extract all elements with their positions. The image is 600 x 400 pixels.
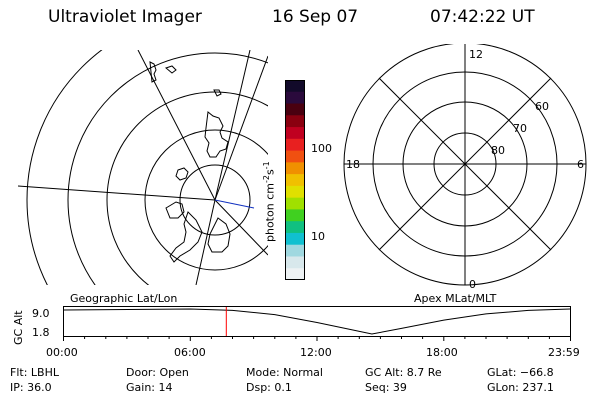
coastline xyxy=(175,167,189,181)
mode-info: Mode: Normal xyxy=(246,366,323,379)
coastline xyxy=(169,211,203,263)
timeline-ytick-1-8: 1.8 xyxy=(32,326,50,339)
coastline xyxy=(165,201,185,219)
color-band xyxy=(285,221,305,234)
timeline-xtick-1200: 12:00 xyxy=(300,346,332,359)
timeline-frame xyxy=(63,306,571,337)
door-info: Door: Open xyxy=(126,366,189,379)
color-band xyxy=(285,115,305,128)
meridian-line xyxy=(214,50,251,201)
coastline xyxy=(164,65,177,74)
timeline-ytick-9: 9.0 xyxy=(32,307,50,320)
look-direction-line xyxy=(214,199,255,209)
timeline-xtick-0000: 00:00 xyxy=(46,346,78,359)
mlt-label-18: 18 xyxy=(346,158,360,171)
timeline-axis-label: GC Alt xyxy=(12,310,25,345)
color-band xyxy=(285,91,305,105)
geographic-map xyxy=(18,50,268,285)
gc-altitude-info: GC Alt: 8.7 Re xyxy=(365,366,442,379)
color-band xyxy=(285,209,305,222)
latitude-circle xyxy=(26,50,103,285)
mlt-label-0: 0 xyxy=(469,278,476,291)
meridian-line xyxy=(18,185,216,201)
meridian-line xyxy=(214,199,268,256)
color-band xyxy=(285,150,305,163)
latitude-circle xyxy=(67,52,268,285)
latitude-circle xyxy=(179,164,251,236)
coastline xyxy=(213,89,222,97)
filter-info: Flt: LBHL xyxy=(10,366,59,379)
glat-info: GLat: −66.8 xyxy=(487,366,554,379)
color-band xyxy=(285,127,305,140)
color-band xyxy=(285,197,305,210)
color-band xyxy=(285,162,305,175)
mlt-label-6: 6 xyxy=(577,158,584,171)
altitude-curve xyxy=(63,308,571,335)
gain-info: Gain: 14 xyxy=(126,381,173,394)
color-band xyxy=(285,256,305,269)
color-band xyxy=(285,103,305,116)
color-band xyxy=(285,232,305,246)
timeline-xtick-1800: 18:00 xyxy=(426,346,458,359)
color-band xyxy=(285,244,305,257)
apex-polar-plot: 12 0 18 6 60 70 80 xyxy=(343,44,587,291)
color-band xyxy=(285,174,305,187)
date-label: 16 Sep 07 xyxy=(272,7,359,27)
apex-panel-label: Apex MLat/MLT xyxy=(414,292,497,305)
mlt-label-12: 12 xyxy=(469,48,483,61)
mlat-label-60: 60 xyxy=(535,100,549,113)
mlat-label-80: 80 xyxy=(491,144,505,157)
geo-panel-label: Geographic Lat/Lon xyxy=(70,292,178,305)
timeline-xtick-0600: 06:00 xyxy=(174,346,206,359)
altitude-timeline xyxy=(63,306,571,341)
coastline xyxy=(204,111,229,158)
meridian-line xyxy=(214,55,268,201)
colorbar-tick-10: 10 xyxy=(311,230,325,243)
coastline xyxy=(207,217,231,253)
instrument-title: Ultraviolet Imager xyxy=(48,7,202,27)
color-band xyxy=(285,80,305,93)
color-band xyxy=(285,268,305,280)
color-band xyxy=(285,185,305,199)
latitude-circle xyxy=(144,129,268,271)
mlat-label-70: 70 xyxy=(513,122,527,135)
colorbar-unit-label: photon cm-2s-1 xyxy=(262,161,277,242)
meridian-line xyxy=(195,199,216,285)
timeline-xtick-2359: 23:59 xyxy=(548,346,580,359)
color-scale-bar xyxy=(285,80,305,280)
color-band xyxy=(285,138,305,152)
ip-info: IP: 36.0 xyxy=(10,381,52,394)
sequence-info: Seq: 39 xyxy=(365,381,407,394)
dsp-info: Dsp: 0.1 xyxy=(246,381,292,394)
time-label: 07:42:22 UT xyxy=(430,7,535,27)
meridian-line xyxy=(137,50,216,201)
colorbar-tick-100: 100 xyxy=(311,142,332,155)
coastline xyxy=(149,61,157,83)
colorbar-frame xyxy=(285,80,305,280)
mlt-diagonal xyxy=(378,77,552,251)
glon-info: GLon: 237.1 xyxy=(487,381,554,394)
